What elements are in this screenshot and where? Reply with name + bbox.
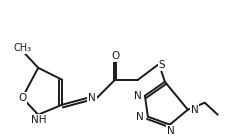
Text: O: O (111, 51, 119, 61)
Text: N: N (167, 126, 175, 136)
Text: N: N (136, 112, 144, 122)
Text: S: S (159, 60, 165, 70)
Text: NH: NH (31, 115, 47, 125)
Text: N: N (88, 93, 96, 103)
Text: N: N (191, 105, 199, 115)
Text: CH₃: CH₃ (13, 43, 31, 53)
Text: O: O (18, 93, 26, 103)
Text: N: N (134, 91, 142, 101)
